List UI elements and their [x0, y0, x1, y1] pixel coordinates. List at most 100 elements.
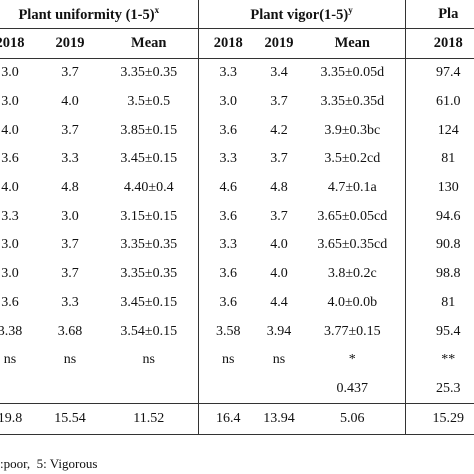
- table-cell: ns: [197, 345, 259, 375]
- table-cell: 3.94: [266, 323, 292, 339]
- table-cell: 4.0: [1, 180, 19, 196]
- table-cell: 3.54±0.15: [120, 323, 178, 339]
- table-cell: 4.0: [61, 94, 79, 110]
- table-row: 3.0 3.7 3.35±0.35 3.3 4.0 3.65±0.35cd 90.8: [0, 231, 474, 260]
- table-cell: 16.4: [197, 403, 259, 436]
- footnote: :poor, 5: Vigorous: [0, 456, 98, 471]
- table-row: 3.0 4.0 3.5±0.5 3.0 3.7 3.35±0.35d 61.0: [0, 87, 474, 117]
- table-cell: 124: [404, 116, 474, 146]
- table-cell: 3.15±0.15: [120, 208, 178, 224]
- table-cell: 3.7: [270, 208, 288, 224]
- table-cell: 3.5±0.5: [127, 94, 171, 110]
- table-cell: 3.6: [197, 116, 259, 146]
- table-cell: 3.6: [1, 294, 19, 310]
- table-cell: 3.35±0.35: [120, 65, 178, 81]
- table-cell: 81: [404, 145, 474, 174]
- table-cell: 3.65±0.35cd: [317, 237, 388, 253]
- table-cell: 3.6: [197, 202, 259, 232]
- column-header: 2018: [0, 28, 40, 59]
- table-cell: 4.0: [270, 266, 288, 282]
- table-cell: 3.3: [61, 294, 79, 310]
- table-cell: 3.65±0.05cd: [317, 208, 388, 224]
- group-superscript: y: [348, 4, 353, 15]
- table-cell: 3.58: [197, 317, 259, 346]
- table-cell: 3.35±0.35d: [320, 94, 385, 110]
- table-cell: 3.45±0.15: [120, 294, 178, 310]
- table-cell: [100, 375, 198, 404]
- table-cell: **: [404, 345, 474, 375]
- table-cell: 81: [404, 288, 474, 318]
- table-cell: 95.4: [404, 317, 474, 346]
- table-cell: 3.0: [197, 87, 259, 117]
- table-cell: 4.2: [270, 122, 288, 138]
- group-header: Plant vigor(1-5)y: [197, 0, 406, 29]
- table-row: 4.0 3.7 3.85±0.15 3.6 4.2 3.9±0.3bc 124: [0, 116, 474, 146]
- group-title: Pla: [438, 5, 459, 22]
- table-cell: 130: [404, 173, 474, 203]
- table-cell: 3.3: [197, 145, 259, 174]
- group-title: Plant vigor(1-5): [250, 6, 349, 23]
- table-cell: 3.3: [61, 151, 79, 167]
- table-cell: 3.0: [1, 266, 19, 282]
- table-row: 0.437 25.3: [0, 374, 474, 404]
- table-cell: 3.7: [61, 266, 79, 282]
- table-cell: [0, 375, 40, 404]
- table-cell: [40, 375, 100, 404]
- table-cell: 90.8: [404, 231, 474, 260]
- table-cell: 3.7: [61, 65, 79, 81]
- table-cell: 3.85±0.15: [120, 122, 178, 138]
- table-row: 3.0 3.7 3.35±0.35 3.3 3.4 3.35±0.05d 97.4: [0, 58, 474, 88]
- table-cell: 3.77±0.15: [323, 323, 381, 339]
- table-cell: 94.6: [404, 202, 474, 232]
- table-cell: 3.6: [1, 151, 19, 167]
- table-cell: 4.8: [61, 180, 79, 196]
- table-cell: 4.0±0.0b: [327, 294, 378, 310]
- table-cell: 3.35±0.35: [120, 237, 178, 253]
- table-cell: 3.6: [197, 288, 259, 318]
- table-cell: 19.8: [0, 403, 40, 436]
- table-row: 3.3 3.0 3.15±0.15 3.6 3.7 3.65±0.05cd 94.6: [0, 202, 474, 232]
- table-cell: 4.0: [270, 237, 288, 253]
- table-cell: 13.94: [258, 403, 301, 436]
- table-row: 3.6 3.3 3.45±0.15 3.3 3.7 3.5±0.2cd 81: [0, 145, 474, 174]
- table-cell: ns: [272, 352, 286, 368]
- table-cell: 4.4: [270, 294, 288, 310]
- table-cell: 4.8: [270, 180, 288, 196]
- table-cell: ns: [142, 352, 155, 368]
- group-header: Pla: [404, 0, 474, 29]
- table-cell: 3.4: [270, 65, 288, 81]
- table-cell: 4.7±0.1a: [327, 180, 377, 196]
- table-cell: 3.0: [1, 94, 19, 110]
- table-cell: 5.06: [300, 403, 406, 436]
- column-header: 2018: [404, 28, 474, 59]
- table-cell: [258, 375, 300, 404]
- column-header: Mean: [100, 28, 199, 59]
- table-cell: 4.6: [197, 173, 259, 203]
- table-cell: 98.8: [404, 259, 474, 289]
- table-cell: 3.35±0.35: [120, 266, 178, 282]
- table-cell: ns: [63, 352, 77, 368]
- table-cell: 3.0: [61, 208, 79, 224]
- table-cell: 3.38: [0, 323, 23, 339]
- table-cell: 15.29: [404, 403, 474, 436]
- table-cell: 3.5±0.2cd: [324, 151, 381, 167]
- table-cell: 3.3: [1, 208, 19, 224]
- table-cell: 3.68: [57, 323, 83, 339]
- group-title: Plant uniformity (1-5): [18, 6, 155, 23]
- table-cell: 3.7: [270, 94, 288, 110]
- table-cell: 97.4: [404, 58, 474, 88]
- table-cell: 15.54: [40, 403, 100, 436]
- column-header: Mean: [300, 28, 406, 59]
- table-row: ns ns ns ns ns * **: [0, 345, 474, 375]
- table-cell: 3.3: [197, 231, 259, 260]
- column-header: 2019: [40, 28, 100, 59]
- table-cell: 3.7: [61, 237, 79, 253]
- table-cell: 61.0: [404, 87, 474, 117]
- table-cell: 11.52: [100, 403, 199, 436]
- table-row: 3.38 3.68 3.54±0.15 3.58 3.94 3.77±0.15 95.4: [0, 317, 474, 346]
- table-cell: 3.6: [197, 259, 259, 289]
- table-cell: 3.7: [270, 151, 288, 167]
- table-cell: *: [348, 352, 356, 368]
- table-cell: 4.0: [1, 122, 19, 138]
